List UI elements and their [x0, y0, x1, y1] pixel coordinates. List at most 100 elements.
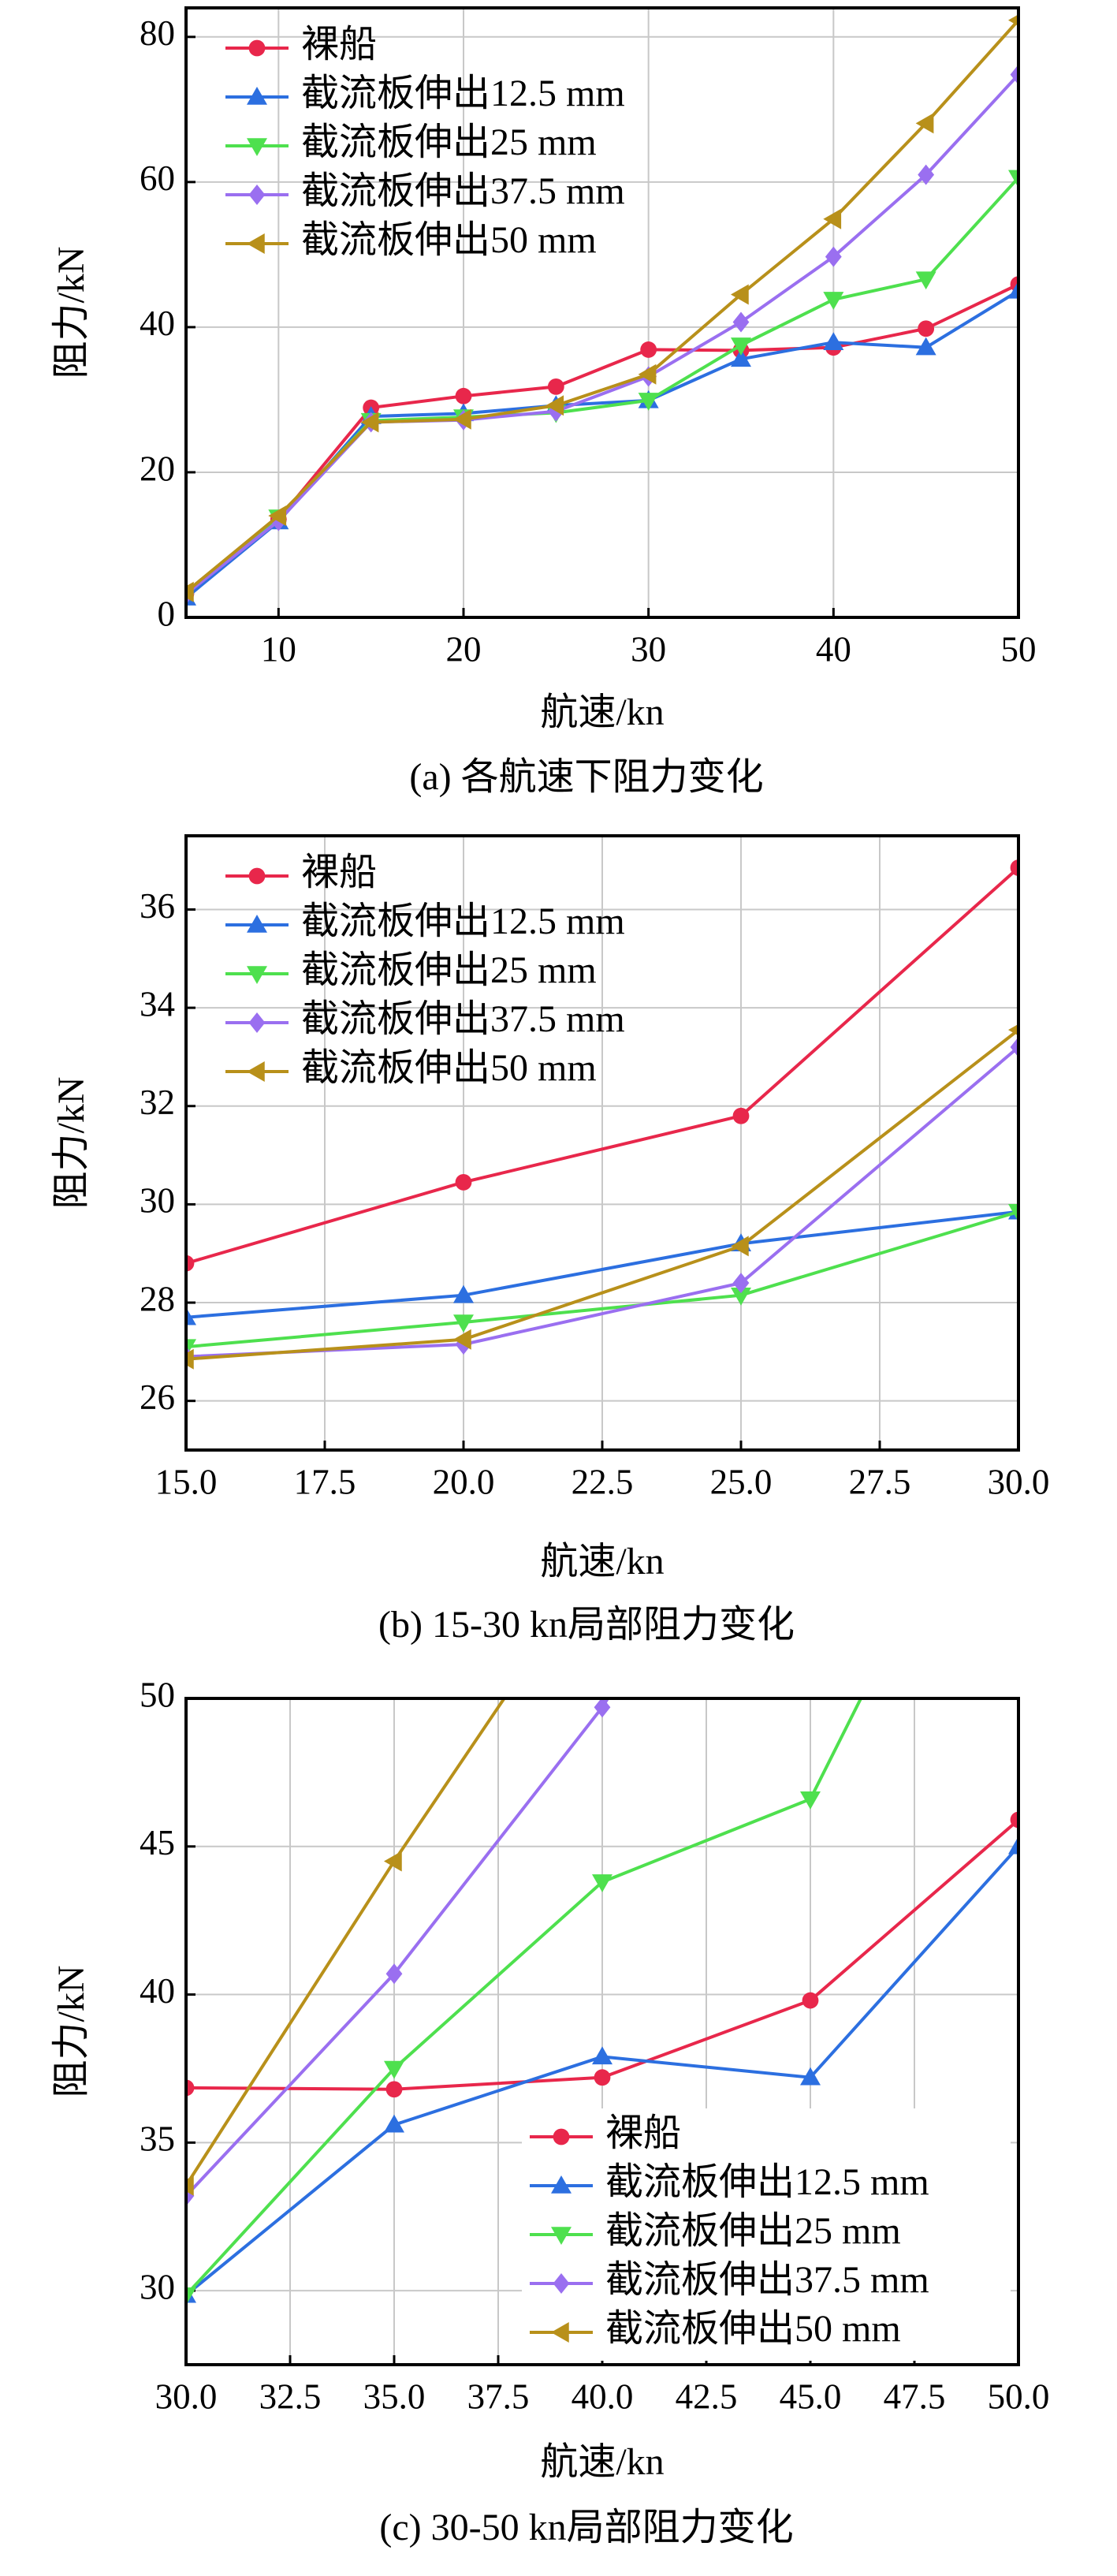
marker — [1010, 64, 1018, 85]
legend-marker — [248, 185, 266, 205]
x-tick-label: 27.5 — [849, 1462, 911, 1501]
marker — [360, 412, 379, 433]
marker — [453, 408, 471, 430]
series-line — [186, 73, 1018, 596]
marker — [453, 1314, 474, 1333]
marker — [732, 1273, 750, 1294]
marker — [915, 337, 936, 356]
marker — [186, 2287, 196, 2306]
x-tick-label: 42.5 — [676, 2377, 738, 2416]
marker — [455, 387, 472, 404]
legend-marker — [247, 966, 267, 984]
series-line — [186, 19, 1018, 594]
y-tick-label: 36 — [140, 886, 175, 926]
marker — [732, 311, 750, 333]
marker — [731, 1287, 751, 1306]
marker — [915, 113, 934, 134]
plot-frame — [184, 1697, 1020, 2366]
y-tick-label: 50 — [140, 1675, 175, 1714]
marker — [186, 1307, 196, 1325]
marker — [823, 208, 842, 229]
legend-label: 截流板伸出25 mm — [301, 121, 597, 163]
marker — [592, 2046, 612, 2065]
y-axis-label: 阻力/kN — [50, 246, 92, 378]
legend-marker — [247, 138, 267, 156]
legend-marker — [551, 2227, 572, 2245]
y-axis-label: 阻力/kN — [50, 1965, 92, 2097]
marker — [1008, 14, 1018, 27]
series-line — [186, 1210, 1018, 1349]
y-tick-label: 80 — [140, 13, 175, 53]
marker — [384, 1851, 402, 1872]
marker — [731, 284, 749, 305]
legend-label: 截流板伸出50 mm — [301, 1047, 597, 1089]
marker — [545, 395, 564, 416]
marker — [731, 349, 751, 367]
marker — [594, 2069, 611, 2086]
y-tick-label: 40 — [140, 304, 175, 343]
marker — [385, 2081, 403, 2098]
caption: (a) 各航速下阻力变化 — [409, 756, 763, 798]
legend-marker — [247, 915, 267, 933]
legend-label: 截流板伸出25 mm — [301, 949, 597, 991]
marker — [802, 1992, 819, 2009]
marker — [453, 1284, 474, 1303]
marker — [1010, 859, 1018, 876]
legend-label: 截流板伸出37.5 mm — [301, 170, 625, 212]
plot-area — [186, 732, 1026, 2306]
series-line — [186, 282, 1018, 595]
x-tick-label: 30.0 — [155, 2377, 218, 2416]
x-tick-label: 10 — [261, 629, 296, 669]
marker — [800, 2067, 821, 2086]
legend-marker — [247, 87, 267, 105]
marker — [1008, 170, 1018, 188]
plot-area — [186, 859, 1018, 1370]
marker — [638, 363, 657, 385]
legend-label: 截流板伸出50 mm — [605, 2308, 901, 2350]
legend-label: 截流板伸出12.5 mm — [301, 73, 625, 114]
x-axis-label: 航速/kn — [540, 2441, 664, 2483]
y-tick-label: 34 — [140, 984, 175, 1023]
marker — [1008, 732, 1026, 752]
marker — [802, 1363, 819, 1383]
marker — [1010, 1811, 1018, 1829]
marker — [640, 341, 657, 358]
marker — [186, 2175, 194, 2196]
marker — [594, 1698, 611, 1718]
x-tick-label: 17.5 — [294, 1462, 356, 1501]
x-axis-label: 航速/kn — [540, 692, 664, 733]
y-tick-label: 32 — [140, 1083, 175, 1122]
y-tick-label: 35 — [140, 2119, 175, 2159]
marker — [384, 2060, 404, 2079]
legend-marker — [551, 2322, 569, 2343]
y-tick-label: 26 — [140, 1377, 175, 1417]
x-tick-label: 20.0 — [433, 1462, 495, 1501]
marker — [918, 164, 935, 185]
series-line — [186, 1698, 507, 2186]
marker — [915, 271, 936, 290]
marker — [384, 2114, 404, 2133]
marker — [1008, 1836, 1018, 1855]
x-tick-label: 40 — [816, 629, 851, 669]
marker — [1008, 1023, 1018, 1036]
x-tick-label: 30 — [631, 629, 666, 669]
x-tick-label: 45.0 — [780, 2377, 842, 2416]
marker — [592, 1874, 612, 1892]
marker — [455, 1173, 472, 1191]
plot-frame — [184, 6, 1020, 619]
x-tick-label: 15.0 — [155, 1462, 218, 1501]
marker — [732, 1107, 750, 1124]
marker — [268, 505, 287, 527]
y-tick-label: 30 — [140, 2267, 175, 2306]
series-line — [186, 1210, 1018, 1319]
y-tick-label: 0 — [158, 594, 176, 633]
legend-marker — [248, 867, 266, 885]
legend-label: 裸船 — [301, 24, 377, 65]
plot-frame — [184, 834, 1020, 1452]
series-line — [186, 1028, 1018, 1361]
y-tick-label: 40 — [140, 1971, 175, 2011]
legend-marker — [553, 2128, 570, 2145]
marker — [1008, 1203, 1018, 1222]
legend-marker — [553, 2273, 570, 2294]
